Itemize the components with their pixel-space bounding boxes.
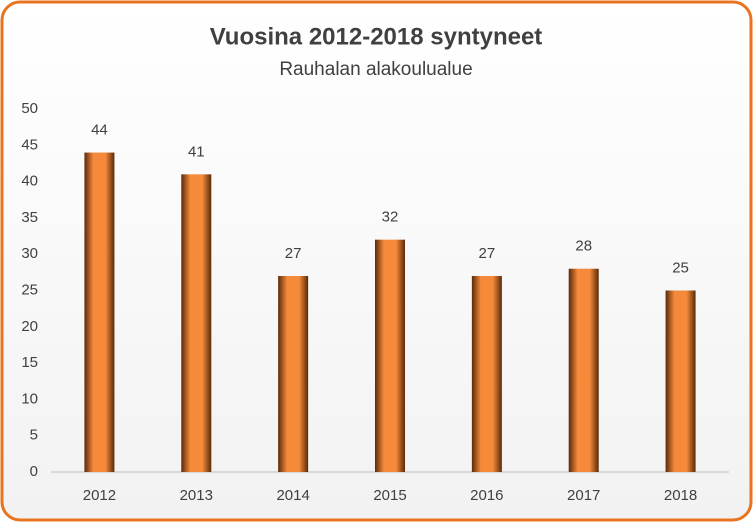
bar	[568, 268, 599, 472]
data-label: 25	[672, 259, 689, 276]
y-tick-label: 5	[30, 427, 38, 444]
y-tick-label: 40	[21, 173, 38, 190]
y-tick-label: 0	[30, 463, 38, 480]
data-label: 32	[382, 209, 399, 226]
y-tick-label: 20	[21, 318, 38, 335]
y-tick-label: 10	[21, 390, 38, 407]
y-tick-label: 30	[21, 245, 38, 262]
y-tick-label: 15	[21, 354, 38, 371]
data-label: 27	[479, 245, 496, 262]
data-label: 27	[285, 245, 302, 262]
bar	[181, 174, 212, 472]
data-label: 28	[575, 238, 592, 255]
data-label: 41	[188, 143, 205, 160]
x-tick-label: 2018	[664, 487, 697, 504]
bar	[375, 239, 405, 472]
chart-subtitle: Rauhalan alakoulualue	[279, 59, 472, 80]
data-label: 44	[91, 122, 108, 139]
x-tick-label: 2014	[276, 487, 309, 504]
x-tick-label: 2017	[567, 487, 600, 504]
bar	[84, 152, 115, 472]
bar	[471, 275, 502, 472]
y-tick-label: 25	[21, 281, 38, 298]
bar	[665, 290, 696, 472]
x-tick-label: 2016	[470, 487, 503, 504]
x-tick-label: 2015	[373, 487, 406, 504]
x-tick-label: 2012	[83, 487, 116, 504]
y-tick-label: 45	[21, 136, 38, 153]
bar	[278, 275, 309, 472]
x-tick-label: 2013	[180, 487, 213, 504]
y-tick-label: 50	[21, 100, 38, 117]
y-tick-label: 35	[21, 209, 38, 226]
chart-title: Vuosina 2012-2018 syntyneet	[210, 23, 543, 50]
